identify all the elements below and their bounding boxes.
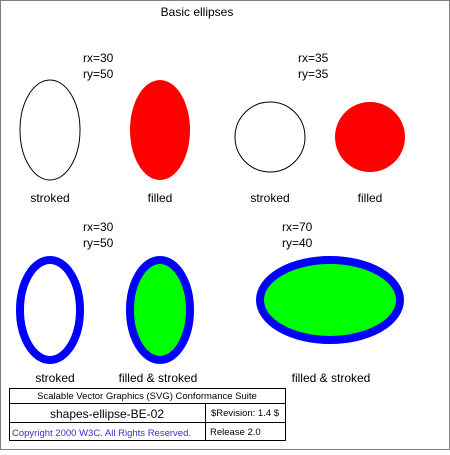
ellipse-caption: stroked — [250, 191, 289, 205]
copyright-text: Copyright 2000 W3C. All Rights Reserved. — [12, 428, 191, 439]
rx-label: rx=35 — [298, 51, 329, 65]
ry-label: ry=40 — [282, 236, 313, 250]
release-label: Release 2.0 — [210, 427, 261, 438]
group-4: rx=70 ry=40 filled & stroked — [256, 220, 404, 385]
ellipse-filled — [335, 102, 405, 172]
ellipse-caption: stroked — [30, 191, 69, 205]
ellipse-stroked — [234, 101, 306, 173]
page-title: Basic ellipses — [161, 5, 234, 19]
rx-label: rx=30 — [83, 220, 114, 234]
rx-label: rx=30 — [83, 51, 114, 65]
group-2: rx=35 ry=35 stroked filled — [234, 51, 405, 205]
suite-title: Scalable Vector Graphics (SVG) Conforman… — [37, 391, 257, 402]
ry-label: ry=50 — [83, 67, 114, 81]
ellipse-caption: filled & stroked — [292, 371, 371, 385]
ellipse-filled-stroked — [126, 256, 194, 364]
ellipse-filled — [130, 80, 190, 180]
footer-legend: Scalable Vector Graphics (SVG) Conforman… — [9, 388, 286, 441]
ellipse-caption: filled — [148, 191, 173, 205]
ellipse-caption: filled & stroked — [119, 371, 198, 385]
group-3: rx=30 ry=50 stroked filled & stroked — [16, 220, 198, 385]
group-1: rx=30 ry=50 stroked filled — [19, 51, 190, 205]
ellipse-stroked — [19, 79, 81, 181]
ry-label: ry=35 — [298, 67, 329, 81]
ellipse-caption: stroked — [35, 371, 74, 385]
test-name: shapes-ellipse-BE-02 — [50, 407, 164, 421]
ellipse-stroked-thick — [16, 256, 84, 364]
legend-box — [9, 388, 286, 441]
ellipse-caption: filled — [358, 191, 383, 205]
rx-label: rx=70 — [282, 220, 313, 234]
revision-label: $Revision: 1.4 $ — [211, 408, 280, 419]
ellipse-filled-stroked — [256, 256, 404, 344]
ry-label: ry=50 — [83, 236, 114, 250]
